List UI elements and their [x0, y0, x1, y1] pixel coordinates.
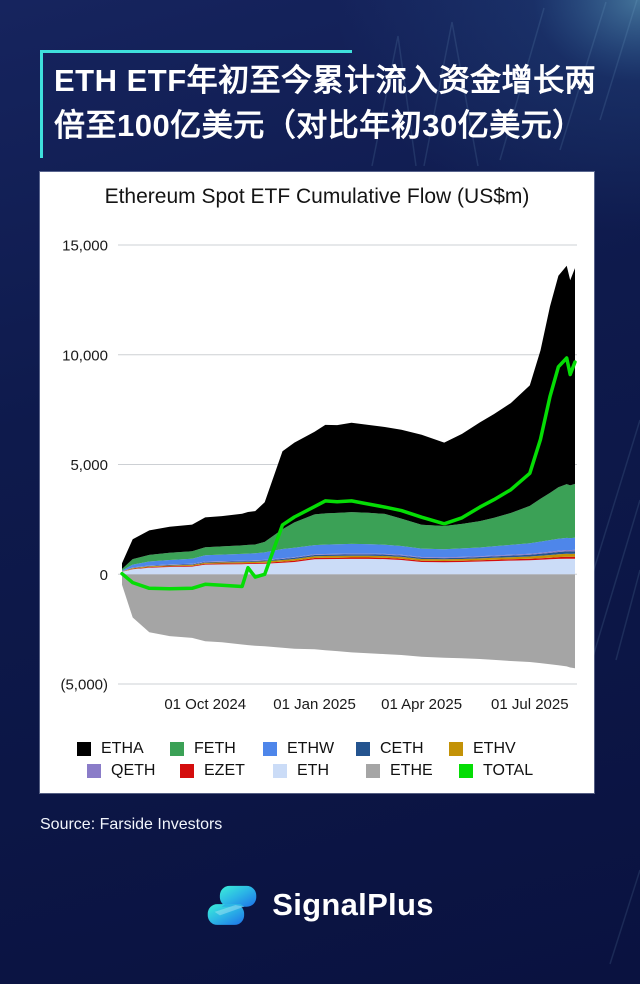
- y-tick-label: 10,000: [62, 347, 108, 364]
- legend-item-etha: ETHA: [77, 740, 170, 758]
- legend-swatch-icon: [170, 742, 184, 756]
- signalplus-logo-icon: [207, 885, 257, 925]
- y-tick-label: 5,000: [70, 457, 108, 474]
- legend-item-ezet: EZET: [180, 762, 273, 780]
- page-title: ETH ETF年初至今累计流入资金增长两 倍至100亿美元（对比年初30亿美元）: [54, 58, 600, 148]
- area-ethw: [122, 537, 575, 572]
- legend-item-ethv: ETHV: [449, 740, 542, 758]
- header-accent-top: [40, 50, 352, 53]
- legend-item-ethe: ETHE: [366, 762, 459, 780]
- area-etha: [122, 265, 575, 569]
- x-axis-labels: 01 Oct 2024 01 Jan 2025 01 Apr 2025 01 Jul …: [164, 696, 568, 713]
- legend-swatch-icon: [366, 764, 380, 778]
- legend-swatch-icon: [87, 764, 101, 778]
- chart-legend: ETHA FETH ETHW CETH ETHV QETH EZET ETH ETHE TOTAL: [40, 738, 594, 782]
- legend-swatch-icon: [459, 764, 473, 778]
- legend-label: CETH: [380, 740, 424, 757]
- legend-item-qeth: QETH: [87, 762, 180, 780]
- series-areas: [122, 265, 575, 669]
- legend-item-ceth: CETH: [356, 740, 449, 758]
- area-ethe: [122, 574, 575, 669]
- legend-item-total: TOTAL: [459, 762, 552, 780]
- area-eth: [122, 558, 575, 575]
- legend-row: ETHA FETH ETHW CETH ETHV: [40, 738, 594, 760]
- area-ceth: [122, 551, 575, 572]
- y-tick-label: 0: [100, 567, 108, 584]
- x-tick-label: 01 Jul 2025: [491, 696, 569, 713]
- area-feth: [122, 483, 575, 571]
- legend-label: ETH: [297, 762, 329, 779]
- legend-label: ETHA: [101, 740, 144, 757]
- y-axis-labels: 15,000 10,000 5,000 0 (5,000): [60, 238, 108, 694]
- area-qeth: [122, 549, 575, 572]
- legend-swatch-icon: [356, 742, 370, 756]
- area-ethv: [122, 553, 575, 572]
- chart-card: Ethereum Spot ETF Cumulative Flow (US$m)…: [40, 172, 594, 793]
- page-title-line-1: ETH ETF年初至今累计流入资金增长两: [54, 63, 597, 98]
- chart-title: Ethereum Spot ETF Cumulative Flow (US$m): [104, 185, 530, 208]
- page-title-line-2: 倍至100亿美元（对比年初30亿美元）: [54, 108, 584, 143]
- header-accent-left: [40, 50, 43, 158]
- legend-swatch-icon: [273, 764, 287, 778]
- legend-label: FETH: [194, 740, 236, 757]
- legend-label: EZET: [204, 762, 245, 779]
- legend-swatch-icon: [449, 742, 463, 756]
- legend-item-ethw: ETHW: [263, 740, 356, 758]
- legend-label: QETH: [111, 762, 156, 779]
- legend-swatch-icon: [180, 764, 194, 778]
- y-tick-label: (5,000): [60, 677, 108, 694]
- y-tick-label: 15,000: [62, 238, 108, 255]
- brand-name: SignalPlus: [272, 887, 434, 922]
- legend-label: TOTAL: [483, 762, 534, 779]
- legend-label: ETHV: [473, 740, 516, 757]
- legend-swatch-icon: [263, 742, 277, 756]
- source-note: Source: Farside Investors: [40, 816, 223, 833]
- area-ezet: [122, 556, 575, 572]
- legend-label: ETHW: [287, 740, 335, 757]
- area-chart: 15,000 10,000 5,000 0 (5,000) 01 Oct 2024 01 J…: [60, 238, 577, 713]
- total-line: [120, 356, 577, 591]
- legend-item-feth: FETH: [170, 740, 263, 758]
- brand-logo: SignalPlus: [0, 882, 640, 928]
- x-tick-label: 01 Apr 2025: [381, 696, 462, 713]
- legend-label: ETHE: [390, 762, 433, 779]
- legend-item-eth: ETH: [273, 762, 366, 780]
- legend-swatch-icon: [77, 742, 91, 756]
- x-tick-label: 01 Jan 2025: [273, 696, 356, 713]
- x-tick-label: 01 Oct 2024: [164, 696, 246, 713]
- legend-row: QETH EZET ETH ETHE TOTAL: [40, 760, 594, 782]
